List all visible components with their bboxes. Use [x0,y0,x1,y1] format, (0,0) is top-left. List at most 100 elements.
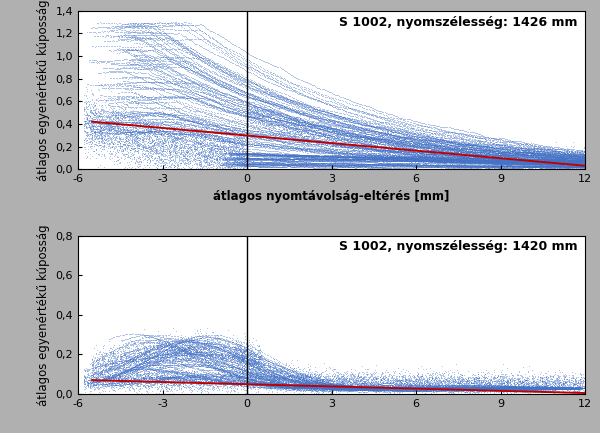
Point [247,371,257,378]
Point [175,87,184,94]
Point [204,124,214,131]
Point [446,377,455,384]
Point [509,380,518,387]
Point [428,385,437,392]
Point [314,378,324,385]
Point [367,384,377,391]
Point [389,132,398,139]
Point [266,359,276,365]
Point [331,97,340,104]
Point [317,153,326,160]
Point [157,375,166,382]
Point [482,386,492,393]
Point [140,345,149,352]
Point [278,153,287,160]
Point [468,386,478,393]
Point [245,109,254,116]
Point [377,386,387,393]
Point [295,379,304,386]
Point [227,150,237,157]
Point [363,154,373,161]
Point [259,378,269,385]
Point [317,123,326,130]
Point [376,151,385,158]
Point [238,359,248,365]
Point [281,380,291,387]
Point [438,142,448,149]
Point [154,139,164,146]
Point [310,380,319,387]
Point [291,376,301,383]
Point [190,373,199,380]
Point [281,116,290,123]
Point [355,386,364,393]
Point [474,146,484,153]
Point [352,134,361,141]
Point [341,159,351,166]
Point [236,352,245,359]
Point [137,345,146,352]
Point [431,377,441,384]
Point [141,79,151,86]
Point [201,84,211,91]
Point [541,148,551,155]
Point [427,139,436,146]
Point [473,163,482,170]
Point [192,68,202,75]
Point [190,121,199,128]
Point [221,146,230,153]
Point [433,155,443,162]
Point [539,147,549,154]
Point [274,151,283,158]
Point [179,71,189,78]
Point [285,152,295,159]
Point [496,377,506,384]
Point [455,155,464,162]
Point [460,385,470,392]
Point [207,365,217,372]
Point [197,82,207,89]
Point [185,61,194,68]
Point [96,377,106,384]
Point [351,378,361,385]
Point [533,159,542,166]
Point [326,155,335,162]
Point [310,128,320,135]
Point [416,157,426,164]
Point [88,116,97,123]
Point [381,161,391,168]
Point [577,148,587,155]
Point [248,102,257,109]
Point [448,134,458,141]
Point [273,108,283,115]
Point [349,384,359,391]
Point [115,139,125,146]
Point [284,145,294,152]
Point [165,343,175,350]
Point [347,130,357,137]
Point [539,154,548,161]
Point [485,147,494,154]
Point [400,151,409,158]
Point [127,32,137,39]
Point [269,111,278,118]
Point [521,151,530,158]
Point [317,379,327,386]
Point [432,143,442,150]
Point [190,52,200,59]
Point [97,377,107,384]
Point [368,164,377,171]
Point [544,150,553,157]
Point [537,385,547,391]
Point [406,385,416,391]
Point [548,160,557,167]
Point [115,68,125,75]
Point [551,145,561,152]
Point [322,139,332,145]
Point [452,159,461,166]
Point [488,164,498,171]
Point [127,352,137,359]
Point [113,32,122,39]
Point [458,385,468,392]
Point [166,157,175,164]
